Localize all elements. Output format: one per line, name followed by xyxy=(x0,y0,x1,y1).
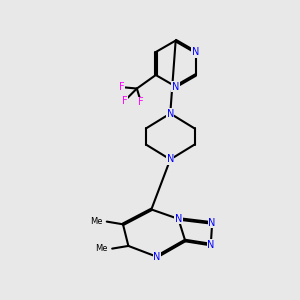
Text: F: F xyxy=(122,96,128,106)
Text: N: N xyxy=(192,47,199,57)
Text: N: N xyxy=(208,218,216,228)
Text: N: N xyxy=(167,109,174,118)
Text: F: F xyxy=(138,97,144,107)
Text: F: F xyxy=(119,82,125,92)
Text: N: N xyxy=(175,214,182,224)
Text: N: N xyxy=(153,252,160,262)
Text: N: N xyxy=(207,240,214,250)
Text: N: N xyxy=(172,82,179,92)
Text: N: N xyxy=(167,154,174,164)
Text: Me: Me xyxy=(90,217,103,226)
Text: Me: Me xyxy=(96,244,108,253)
